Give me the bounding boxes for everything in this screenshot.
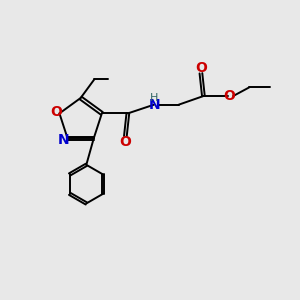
Text: H: H: [150, 93, 158, 103]
Text: O: O: [224, 88, 235, 103]
Text: O: O: [195, 61, 207, 75]
Text: N: N: [58, 133, 70, 147]
Text: O: O: [119, 135, 131, 148]
Text: N: N: [148, 98, 160, 112]
Text: O: O: [50, 105, 62, 119]
